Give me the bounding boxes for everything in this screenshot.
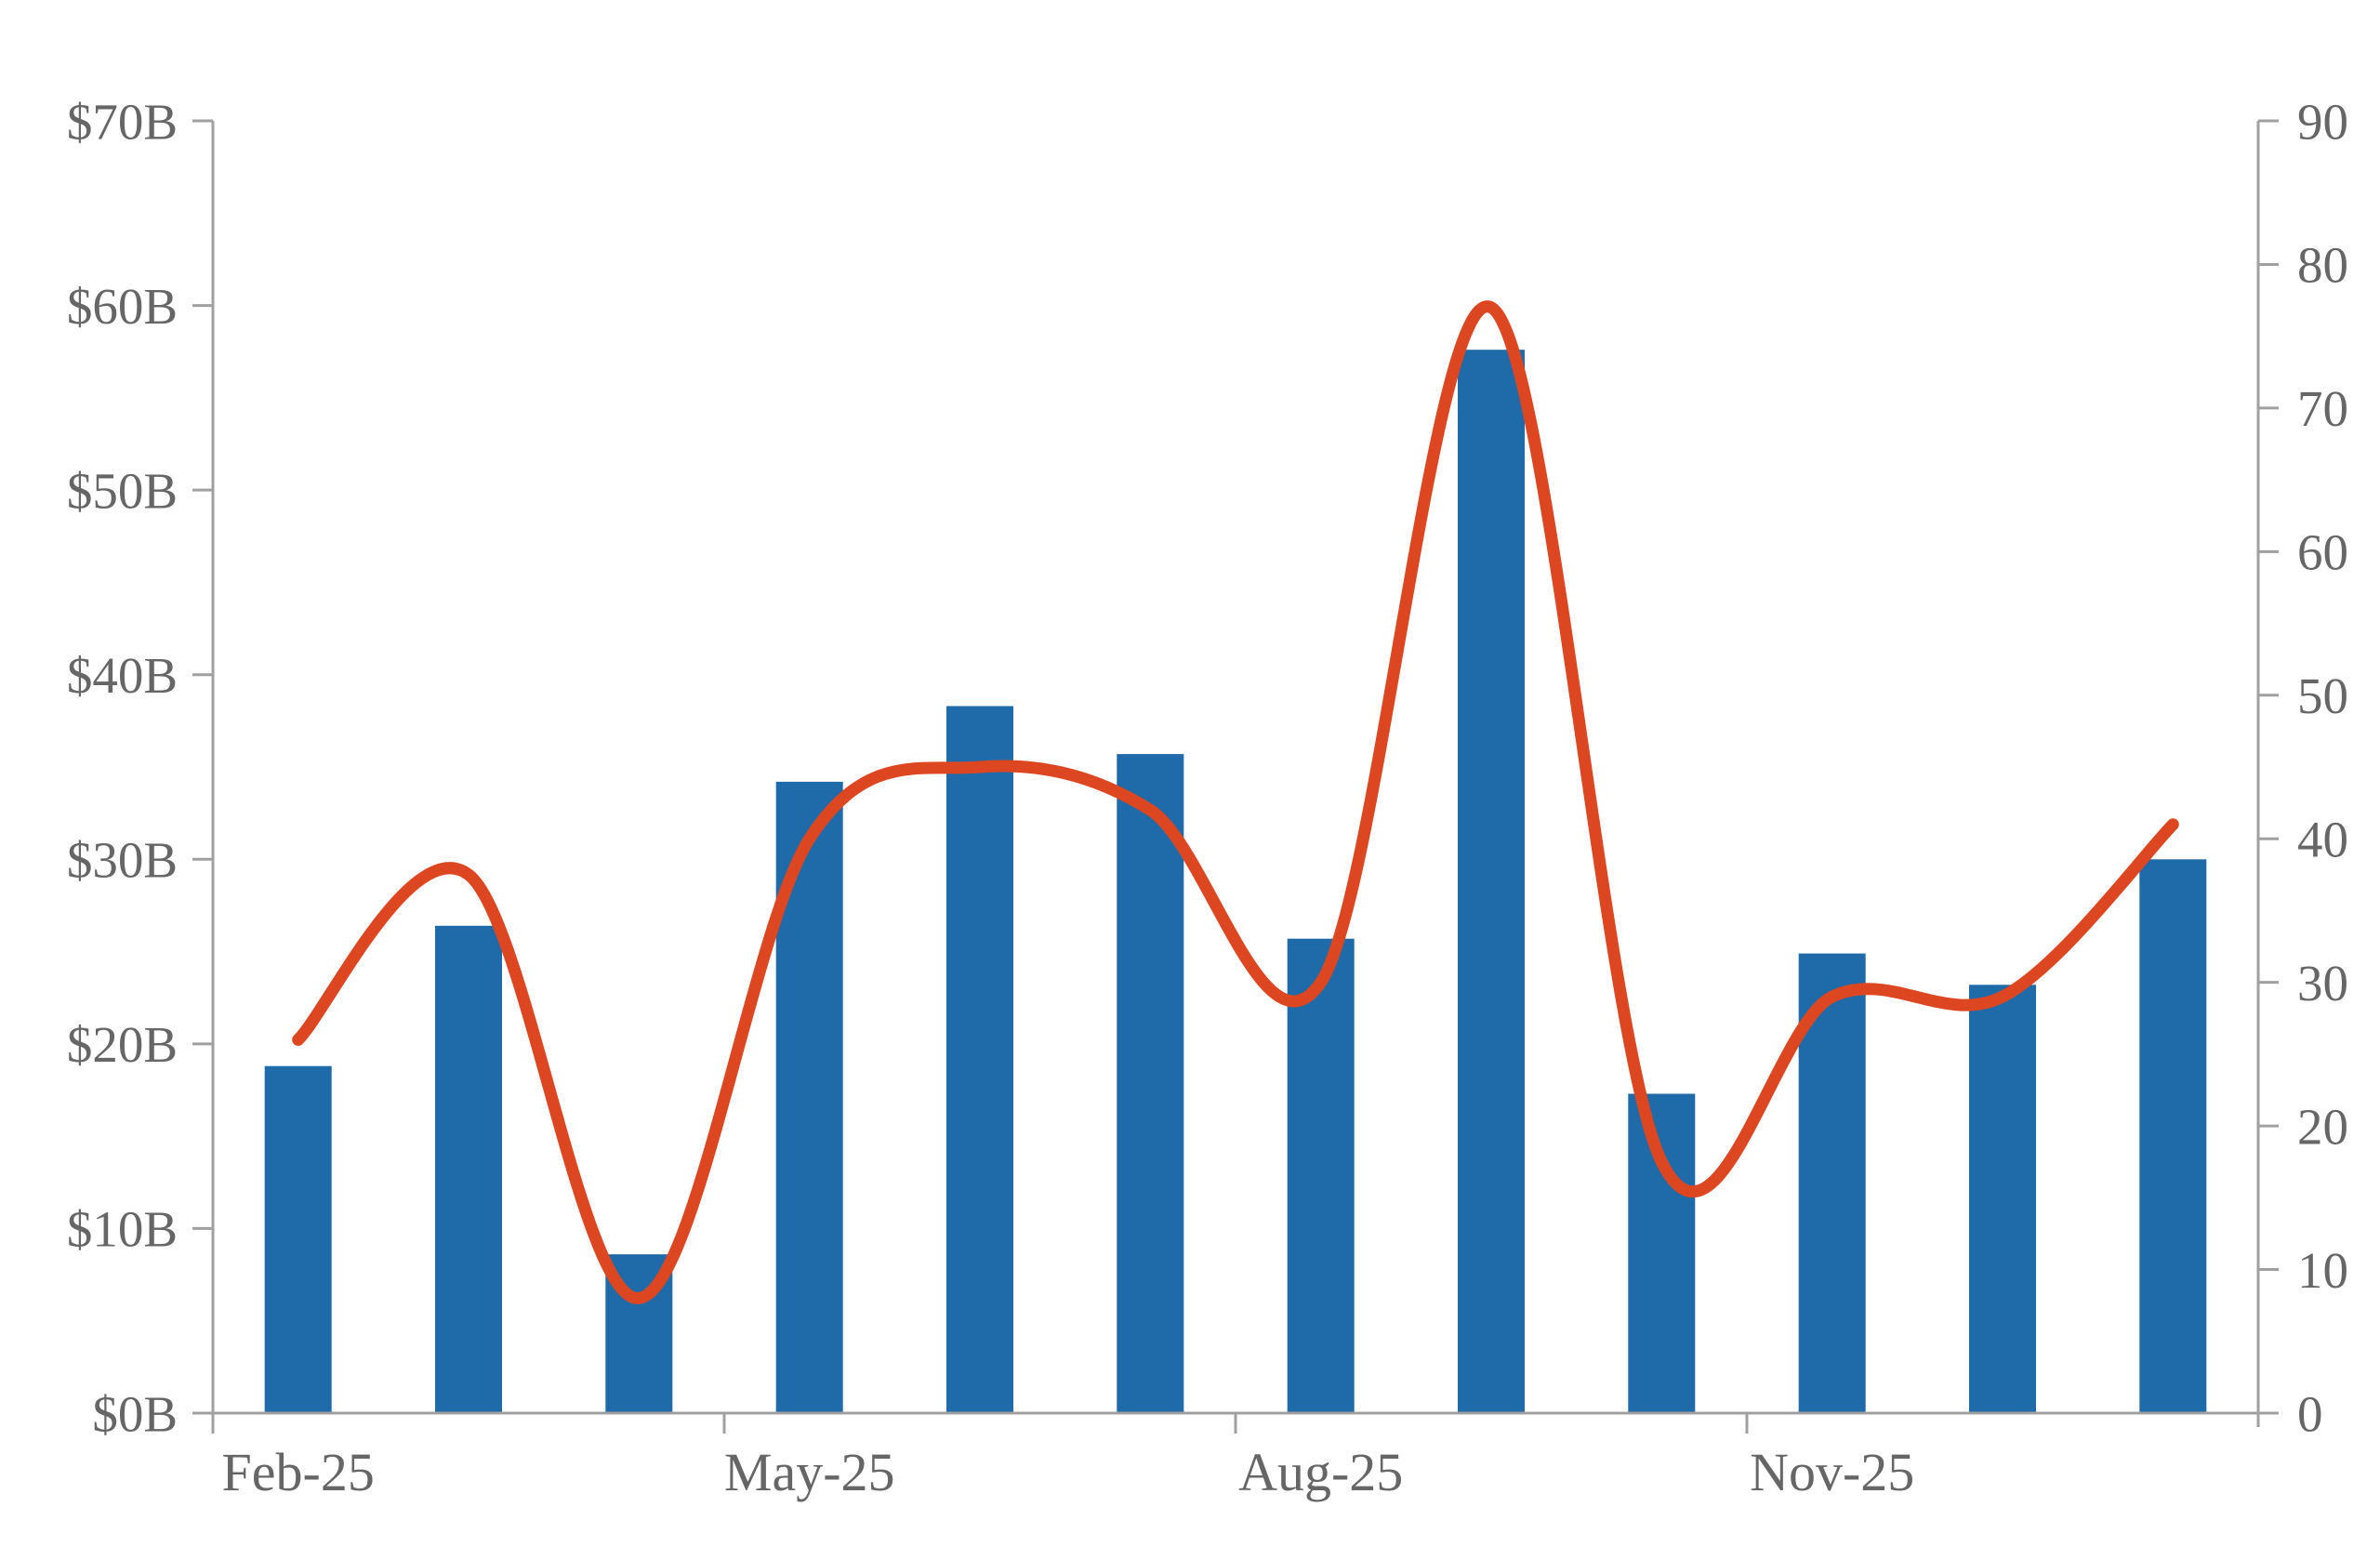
bar-feb-25 — [264, 1065, 332, 1413]
right-axis-label: 90 — [2297, 93, 2348, 150]
left-axis-label: $0B — [92, 1385, 178, 1442]
bar-nov-25 — [1798, 953, 1866, 1413]
left-axis-label: $20B — [67, 1016, 178, 1073]
left-axis-label: $30B — [67, 832, 178, 889]
x-axis-label: Aug-25 — [1238, 1442, 1403, 1502]
left-axis-label: $70B — [67, 93, 178, 150]
bar-sep-25 — [1458, 350, 1525, 1414]
right-axis-label: 80 — [2297, 237, 2348, 294]
left-axis-label: $40B — [67, 647, 178, 704]
left-axis-label: $60B — [67, 278, 178, 335]
bar-jun-25 — [946, 706, 1013, 1413]
bar-mar-25 — [435, 925, 502, 1413]
right-axis-label: 60 — [2297, 524, 2348, 581]
right-axis-label: 30 — [2297, 955, 2348, 1011]
left-axis-label: $50B — [67, 462, 178, 519]
left-axis-label: $10B — [67, 1201, 178, 1258]
x-axis-label: Nov-25 — [1750, 1442, 1914, 1502]
right-axis-label: 40 — [2297, 811, 2348, 867]
bar-jan-26 — [2139, 859, 2207, 1413]
bar-aug-25 — [1287, 938, 1355, 1413]
x-axis-label: Feb-25 — [222, 1442, 375, 1502]
line-series — [292, 300, 2179, 1304]
right-axis-label: 0 — [2297, 1385, 2323, 1442]
bar-dec-25 — [1969, 985, 2036, 1413]
right-axis-label: 20 — [2297, 1098, 2348, 1155]
bar-jul-25 — [1117, 754, 1184, 1413]
right-axis-label: 50 — [2297, 668, 2348, 724]
bar-oct-25 — [1628, 1093, 1696, 1413]
right-axis-label: 10 — [2297, 1242, 2348, 1299]
x-axis-label: May-25 — [724, 1442, 895, 1502]
right-axis-label: 70 — [2297, 380, 2348, 437]
